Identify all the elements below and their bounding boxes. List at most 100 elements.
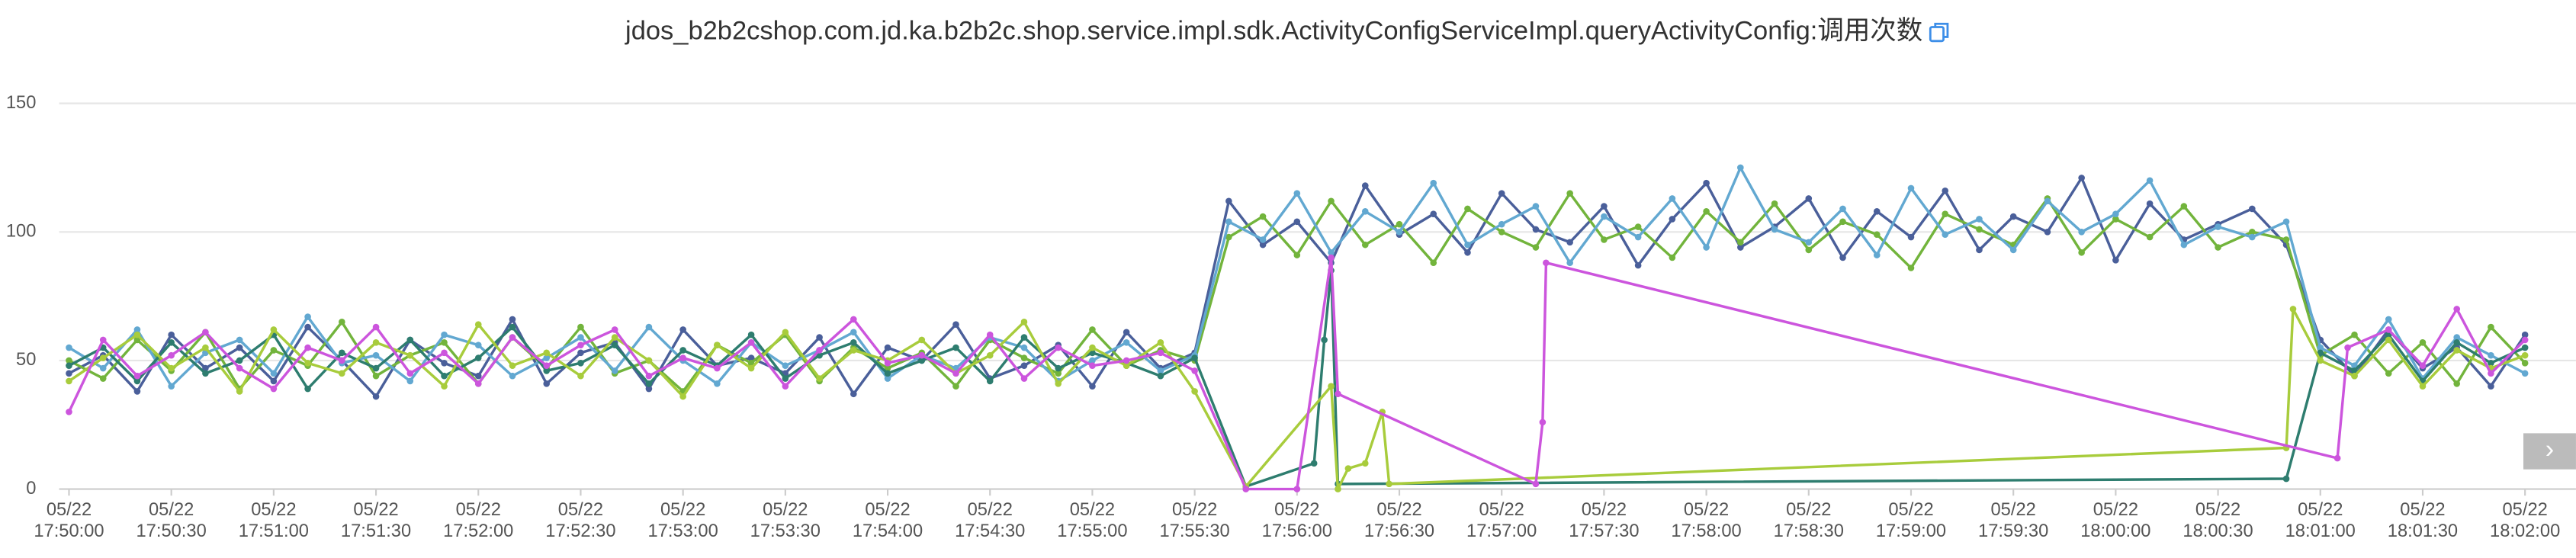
point: [1089, 326, 1096, 333]
point: [66, 362, 72, 369]
x-tick-label: 05/22 17:57:00: [1466, 500, 1537, 542]
point: [1225, 218, 1232, 226]
point: [1123, 329, 1130, 336]
x-tick-label: 05/22 17:50:30: [136, 500, 207, 542]
point: [1430, 210, 1437, 217]
point: [2453, 347, 2461, 354]
x-tick-label: 05/22 17:55:30: [1159, 500, 1230, 542]
point: [2317, 349, 2324, 357]
point: [270, 326, 278, 333]
point: [1669, 195, 1676, 202]
point: [2078, 175, 2085, 181]
x-tick-label: 05/22 17:59:00: [1875, 500, 1947, 542]
point: [2044, 197, 2051, 205]
point: [1361, 207, 1369, 215]
point: [2009, 213, 2017, 220]
title-row: jdos_b2b2cshop.com.jd.ka.b2b2c.shop.serv…: [0, 8, 2576, 48]
point: [1566, 239, 1573, 246]
point: [168, 383, 175, 390]
point: [168, 364, 175, 372]
point: [952, 383, 959, 390]
point: [406, 336, 414, 344]
point: [1737, 164, 1744, 172]
point: [543, 362, 551, 369]
point: [1321, 336, 1328, 344]
point: [1293, 486, 1301, 492]
point: [441, 331, 448, 338]
point: [543, 354, 551, 361]
point: [1498, 228, 1505, 236]
point: [2351, 331, 2358, 338]
point: [577, 349, 584, 357]
point: [168, 351, 175, 359]
point: [1361, 241, 1369, 249]
point: [1771, 200, 1778, 207]
point: [747, 364, 755, 372]
point: [2488, 351, 2494, 359]
point: [1259, 236, 1267, 243]
point: [2453, 339, 2461, 346]
point: [304, 323, 311, 331]
point: [2333, 454, 2341, 462]
point: [2488, 370, 2494, 377]
point: [679, 326, 686, 333]
point: [270, 377, 278, 385]
point: [714, 342, 721, 348]
point: [1601, 213, 1608, 220]
point: [2282, 218, 2290, 226]
point: [339, 357, 345, 364]
point: [168, 331, 175, 338]
point: [2078, 249, 2085, 256]
point: [1737, 239, 1744, 246]
point: [1123, 339, 1130, 346]
point: [2488, 359, 2494, 367]
point: [543, 367, 551, 374]
point: [1532, 244, 1540, 251]
point: [133, 326, 141, 333]
point: [2521, 359, 2529, 367]
point: [304, 313, 311, 320]
point: [747, 354, 755, 361]
point: [236, 357, 243, 364]
point: [474, 380, 482, 387]
copy-icon[interactable]: [1929, 21, 1951, 43]
point: [372, 364, 380, 372]
point: [1157, 349, 1164, 357]
point: [1543, 259, 1550, 267]
point: [1601, 236, 1608, 243]
point: [1020, 354, 1028, 361]
x-tick-label: 05/22 17:58:30: [1773, 500, 1844, 542]
point: [304, 344, 311, 351]
point: [1310, 460, 1318, 467]
point: [2317, 344, 2324, 351]
point: [611, 367, 618, 374]
point: [1293, 218, 1301, 226]
point: [1396, 228, 1403, 236]
point: [1498, 190, 1505, 197]
point: [1873, 231, 1881, 238]
point: [747, 331, 755, 338]
point: [952, 344, 959, 351]
point: [1055, 364, 1062, 372]
point: [1771, 226, 1778, 233]
point: [1157, 372, 1164, 380]
series-line: [67, 256, 2526, 491]
point: [2385, 370, 2392, 377]
point: [2282, 475, 2290, 483]
point: [202, 329, 209, 336]
point: [1020, 319, 1028, 326]
point: [1293, 190, 1301, 197]
point: [2289, 306, 2297, 313]
point: [1805, 195, 1813, 202]
point: [99, 364, 107, 372]
point: [1464, 205, 1471, 213]
point: [509, 316, 516, 323]
point: [986, 377, 994, 385]
point: [372, 372, 380, 380]
point: [1942, 188, 1949, 194]
point: [611, 326, 618, 333]
next-button[interactable]: ›: [2523, 433, 2576, 470]
point: [99, 354, 107, 361]
point: [884, 364, 891, 372]
point: [1907, 184, 1915, 192]
